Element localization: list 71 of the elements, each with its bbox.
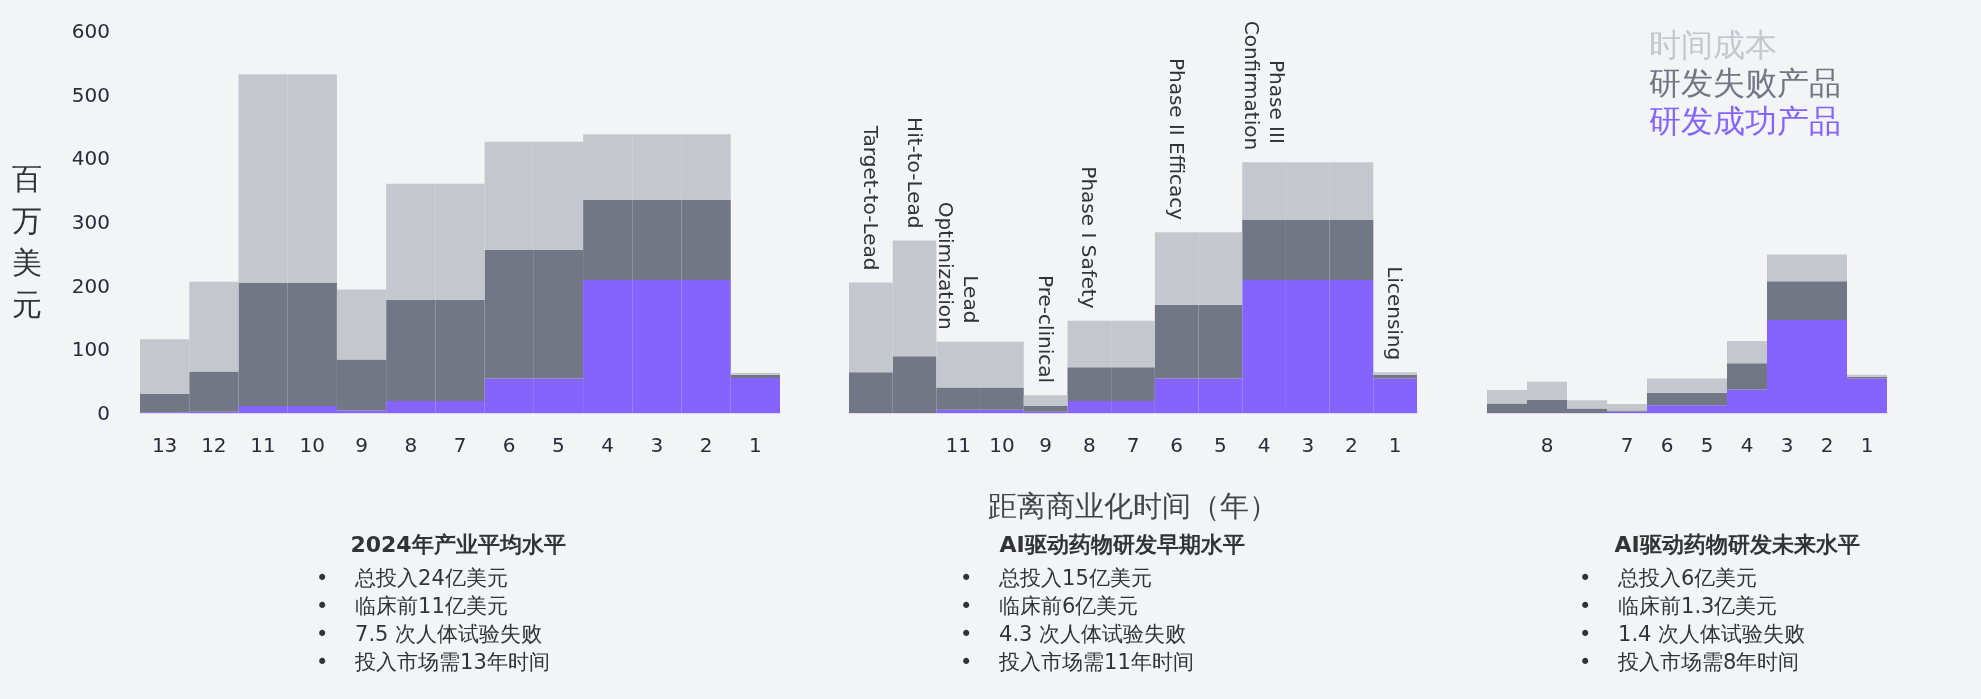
x-tick-label: 7 (453, 433, 467, 457)
text: • 投入市场需13年时间 (316, 649, 551, 676)
text: 研发成功产品 (1649, 102, 1841, 140)
text: • 7.5 次人体试验失败 (316, 621, 544, 648)
x-tick-label: 7 (1126, 433, 1140, 457)
y-tick-label: 200 (71, 273, 110, 298)
data-label: Hit-to-Lead (902, 117, 927, 229)
x-tick-label: 4 (1740, 433, 1754, 457)
x-tick-label: 8 (1082, 433, 1096, 457)
x-tick-label: 2 (699, 433, 713, 457)
text: • 总投入6亿美元 (1579, 565, 1759, 592)
text: • 投入市场需11年时间 (960, 649, 1195, 676)
x-tick-label: 2 (1345, 433, 1358, 457)
text: 2024年产业平均水平 (349, 531, 567, 559)
x-tick-label: 6 (1660, 433, 1674, 457)
y-tick-label: 100 (71, 337, 110, 362)
data-label: Licensing (1383, 266, 1408, 361)
data-label: Phase II Efficacy (1164, 57, 1189, 221)
y-tick-label: 0 (97, 401, 110, 425)
data-label: Target-to-Lead (858, 124, 883, 271)
x-tick-label: 10 (989, 433, 1015, 457)
x-tick-label: 9 (1039, 433, 1052, 457)
bar (1373, 374, 1417, 379)
x-tick-label: 11 (945, 433, 971, 457)
x-tick-label: 1 (749, 433, 762, 457)
text: • 4.3 次人体试验失败 (960, 621, 1188, 648)
x-tick-label: 5 (1700, 433, 1714, 457)
text: • 临床前11亿美元 (316, 593, 509, 620)
bar (1727, 363, 1767, 390)
data-label: Phase I Safety (1077, 166, 1102, 309)
text: • 总投入24亿美元 (316, 565, 509, 592)
text: AI驱动药物研发早期水平 (998, 531, 1246, 559)
x-tick-label: 6 (1170, 433, 1184, 457)
y-tick-label: 300 (71, 210, 110, 234)
x-tick-label: 4 (1257, 433, 1271, 457)
y-tick-label: 600 (71, 19, 110, 43)
x-tick-label: 5 (1214, 433, 1227, 457)
x-tick-label: 11 (250, 433, 276, 457)
x-tick-label: 10 (299, 433, 326, 457)
x-tick-label: 6 (502, 433, 516, 457)
text: • 1.4 次人体试验失败 (1579, 621, 1807, 648)
data-label: Phase III Confirmation (1239, 20, 1289, 151)
x-tick-label: 1 (1388, 433, 1402, 457)
text: • 投入市场需8年时间 (1579, 649, 1801, 676)
x-tick-label: 8 (1540, 433, 1554, 457)
bar (1023, 395, 1068, 406)
x-tick-label: 1 (1860, 433, 1874, 457)
x-tick-label: 5 (552, 433, 565, 457)
x-tick-label: 8 (404, 433, 418, 457)
y-tick-label: 400 (71, 146, 110, 171)
data-label: Pre-clinical (1033, 275, 1058, 384)
y-axis-title: 百万美元 (12, 160, 43, 324)
x-tick-label: 7 (1620, 433, 1634, 457)
text: • 总投入15亿美元 (960, 565, 1153, 592)
x-tick-label: 4 (601, 433, 615, 457)
text: • 临床前6亿美元 (960, 593, 1140, 620)
data-label: Lead Optimization (933, 201, 983, 330)
text: • 临床前1.3亿美元 (1579, 593, 1779, 620)
x-tick-label: 2 (1820, 433, 1834, 457)
text: 研发失败产品 (1649, 64, 1841, 102)
x-tick-label: 3 (1780, 433, 1794, 457)
text: AI驱动药物研发未来水平 (1613, 531, 1861, 559)
y-tick-label: 500 (71, 82, 110, 107)
x-tick-label: 3 (650, 433, 664, 457)
x-tick-label: 12 (201, 433, 227, 457)
bar (1373, 372, 1417, 375)
x-tick-label: 9 (355, 433, 368, 457)
x-tick-label: 3 (1301, 433, 1315, 457)
x-tick-label: 13 (151, 433, 178, 457)
bar (1727, 341, 1767, 364)
x-axis-title: 距离商业化时间（年） (988, 488, 1278, 523)
